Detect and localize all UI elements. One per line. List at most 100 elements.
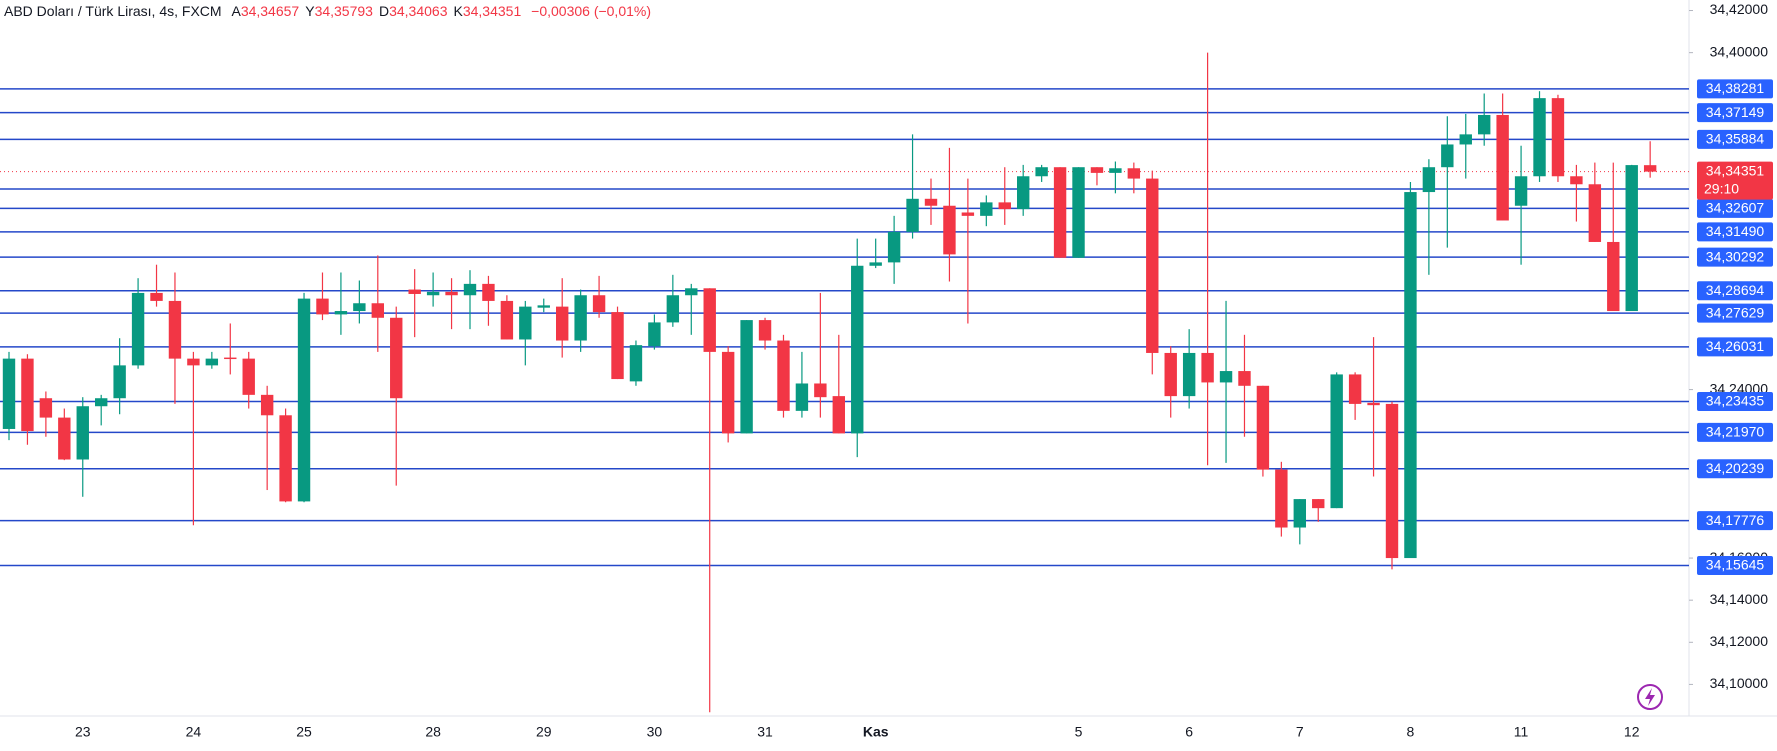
candle-body: [1385, 403, 1399, 559]
candle-body: [592, 295, 606, 313]
candle-body: [76, 406, 89, 460]
candle-body: [1146, 178, 1159, 353]
candle-body: [1201, 352, 1214, 383]
level-label: 34,37149: [1706, 104, 1765, 120]
candle-body: [408, 289, 421, 294]
y-tick-label: 34,10000: [1710, 675, 1769, 691]
candle-body: [334, 311, 348, 315]
level-label-box: [1697, 222, 1773, 242]
level-label: 34,35884: [1706, 131, 1765, 147]
candle-body: [1182, 352, 1196, 397]
candle-body: [980, 202, 993, 216]
level-label-box: [1697, 511, 1773, 531]
level-label-box: [1697, 337, 1773, 357]
level-label-box: [1697, 391, 1773, 411]
candle-body: [1017, 176, 1030, 210]
candle-body: [1533, 98, 1546, 177]
level-label: 34,28694: [1706, 282, 1765, 298]
candle-body: [279, 415, 292, 502]
candle-body: [1514, 176, 1528, 206]
candle-body: [426, 291, 440, 296]
x-tick-label: 29: [536, 724, 552, 740]
candle-body: [445, 291, 458, 296]
candle-body: [1404, 192, 1417, 559]
level-label: 34,30292: [1706, 248, 1765, 264]
candle-body: [95, 398, 108, 407]
last-price-label: 34,34351: [1706, 162, 1765, 178]
ohlc-values: A34,34657 Y34,35793 D34,34063 K34,34351: [225, 3, 521, 19]
level-label: 34,21970: [1706, 424, 1765, 440]
candle-body: [205, 358, 219, 366]
candle-body: [1441, 144, 1454, 168]
legend-header: ABD Doları / Türk Lirası, 4s, FXCM A34,3…: [4, 3, 651, 19]
level-label: 34,26031: [1706, 338, 1765, 354]
candle-body: [611, 312, 624, 380]
x-tick-label: 7: [1296, 724, 1304, 740]
symbol-title: ABD Doları / Türk Lirası, 4s, FXCM: [4, 3, 222, 19]
candle-body: [260, 394, 274, 416]
candle-body: [1643, 165, 1657, 172]
candle-body: [740, 320, 753, 434]
candle-body: [814, 383, 827, 398]
candle-body: [556, 306, 569, 341]
x-tick-label: 24: [186, 724, 202, 740]
level-label-box: [1697, 129, 1773, 149]
candle-body: [1053, 167, 1067, 258]
level-label-box: [1697, 281, 1773, 301]
x-tick-label: 8: [1407, 724, 1415, 740]
level-label: 34,17776: [1706, 512, 1765, 528]
x-tick-label: 28: [425, 724, 441, 740]
legend-key: A: [231, 3, 241, 19]
candle-body: [924, 198, 938, 206]
candle-body: [2, 358, 16, 429]
x-tick-label: 23: [75, 724, 91, 740]
candle-body: [371, 303, 384, 318]
candle-body: [390, 317, 403, 399]
candle-body: [685, 288, 698, 296]
candle-body: [113, 365, 126, 399]
legend-key: K: [453, 3, 463, 19]
candle-body: [168, 300, 182, 359]
candle-body: [519, 306, 532, 340]
candle-body: [851, 265, 864, 434]
candle-body: [463, 283, 477, 296]
candle-body: [998, 202, 1011, 210]
candle-body: [943, 205, 956, 255]
candle-body: [1275, 469, 1288, 528]
candle-body: [1072, 167, 1085, 258]
level-label-box: [1697, 422, 1773, 442]
candle-body: [21, 358, 34, 432]
candle-body: [648, 322, 661, 347]
level-label: 34,38281: [1706, 80, 1765, 96]
candle-body: [1312, 499, 1325, 509]
lightning-icon[interactable]: [1637, 684, 1663, 710]
x-tick-label: 30: [647, 724, 663, 740]
x-tick-label: 31: [757, 724, 773, 740]
x-tick-label: 25: [296, 724, 312, 740]
candle-body: [482, 283, 495, 301]
candle-body: [1570, 176, 1583, 185]
candle-body: [187, 358, 200, 366]
level-label: 34,23435: [1706, 393, 1765, 409]
x-tick-label: 5: [1075, 724, 1083, 740]
candle-body: [1496, 114, 1509, 221]
candle-body: [1164, 352, 1177, 397]
level-label: 34,27629: [1706, 304, 1765, 320]
candle-body: [795, 383, 809, 411]
level-label-box: [1697, 459, 1773, 479]
candle-body: [297, 298, 311, 502]
x-tick-label: 6: [1185, 724, 1193, 740]
candle-body: [537, 305, 550, 308]
level-label-box: [1697, 303, 1773, 323]
y-tick-label: 34,40000: [1710, 43, 1769, 59]
level-label: 34,32607: [1706, 200, 1765, 216]
level-label-box: [1697, 198, 1773, 218]
x-tick-label: 11: [1514, 724, 1529, 740]
candle-body: [1459, 134, 1472, 145]
level-label: 34,15645: [1706, 557, 1765, 573]
y-tick-label: 34,12000: [1710, 633, 1769, 649]
candle-body: [906, 198, 919, 232]
candle-body: [1607, 241, 1620, 312]
candle-body: [1367, 402, 1380, 406]
candle-body: [353, 303, 366, 312]
